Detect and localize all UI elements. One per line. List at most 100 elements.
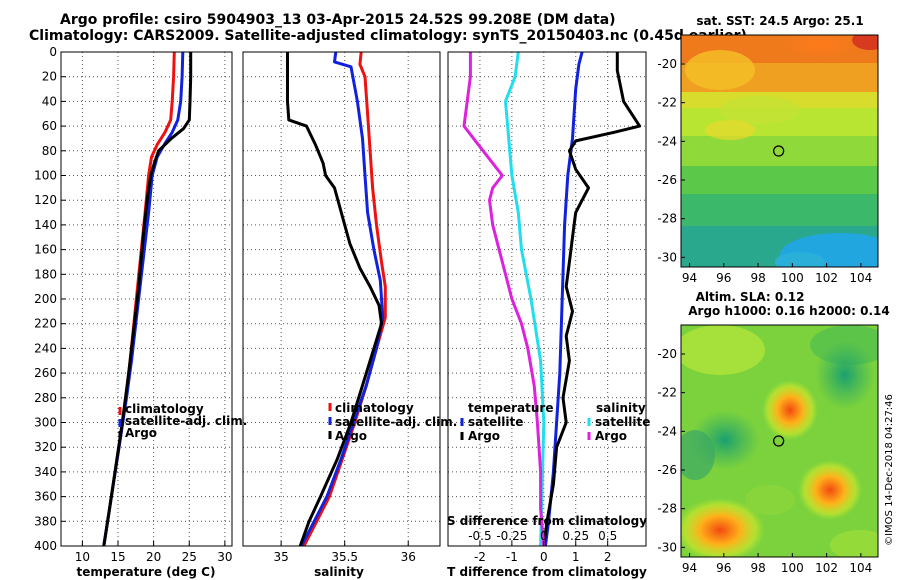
map-y-tick-label: -20: [657, 347, 677, 361]
map-x-tick-label: 94: [682, 271, 697, 285]
map-x-tick-label: 100: [781, 561, 804, 575]
map-y-tick-label: -28: [657, 212, 677, 226]
x-tick-label: 36: [401, 550, 416, 564]
salinity-xlabel: salinity: [314, 565, 364, 579]
legend-s-satellite-label: satellite: [595, 415, 650, 429]
map-x-tick-label: 100: [781, 271, 804, 285]
y-tick-label: 140: [34, 218, 57, 232]
s-tick-label: 0: [540, 529, 548, 543]
salinity-axes-frame: [242, 51, 441, 547]
y-tick-label: 380: [34, 514, 57, 528]
map-y-tick-label: -30: [657, 540, 677, 554]
series-line-salinity-argo: [462, 52, 546, 547]
x-tick-label: -2: [474, 550, 486, 564]
series-line-temperature-argo: [542, 52, 642, 547]
legend-climatology-label: climatology: [125, 402, 204, 416]
map-y-tick-label: -28: [657, 502, 677, 516]
y-tick-label: 180: [34, 267, 57, 281]
y-tick-label: 240: [34, 341, 57, 355]
y-tick-label: 340: [34, 465, 57, 479]
x-tick-label: 30: [217, 550, 232, 564]
s-tick-label: 0.5: [598, 529, 617, 543]
y-tick-label: 280: [34, 391, 57, 405]
sst-map-title: sat. SST: 24.5 Argo: 25.1: [696, 14, 863, 28]
y-tick-label: 320: [34, 440, 57, 454]
legend-satellite-label: satellite-adj. clim.: [125, 414, 247, 428]
sla-heatmap: [681, 325, 878, 557]
series-line-argo: [286, 52, 383, 547]
s-difference-axis-label: S difference from climatology: [447, 514, 647, 528]
x-tick-label: 2: [604, 550, 612, 564]
y-tick-label: 360: [34, 490, 57, 504]
map-x-tick-label: 98: [750, 271, 765, 285]
map-x-tick-label: 104: [849, 561, 872, 575]
y-tick-label: 260: [34, 366, 57, 380]
x-tick-label: 1: [572, 550, 580, 564]
sst-heatmap: [681, 35, 878, 267]
y-tick-label: 120: [34, 193, 57, 207]
y-tick-label: 160: [34, 243, 57, 257]
legend-argo-label: Argo: [125, 426, 157, 440]
x-tick-label: 35: [273, 550, 288, 564]
legend-argo-label: Argo: [335, 429, 367, 443]
legend-s-argo-label: Argo: [595, 429, 627, 443]
series-line-climatology: [302, 51, 387, 547]
x-tick-label: 20: [146, 550, 161, 564]
legend-salinity-header: salinity: [596, 401, 646, 415]
sst-argo-location-marker: [772, 145, 785, 157]
y-tick-label: 100: [34, 169, 57, 183]
y-tick-label: 20: [42, 70, 57, 84]
sla-map-frame: [680, 324, 879, 558]
temperature-legend: climatology satellite-adj. clim. Argo: [118, 402, 247, 440]
temperature-panel: 0 20 40 60 80 100 120 140 160 180 200 220 240 260 280 3…: [34, 45, 247, 579]
y-tick-label: 400: [34, 539, 57, 553]
sst-map-frame: [680, 34, 879, 268]
map-y-tick-label: -24: [657, 134, 677, 148]
y-tick-label: 300: [34, 416, 57, 430]
map-x-tick-label: 102: [815, 271, 838, 285]
x-tick-label: 0: [540, 550, 548, 564]
difference-legend-temperature: temperature satellite Argo: [460, 401, 553, 443]
figure-title-line2: Climatology: CARS2009. Satellite-adjuste…: [29, 28, 747, 44]
y-tick-label: 60: [42, 119, 57, 133]
map-x-tick-label: 96: [716, 271, 731, 285]
y-tick-label: 220: [34, 317, 57, 331]
map-y-tick-label: -26: [657, 173, 677, 187]
s-tick-label: -0.5: [468, 529, 491, 543]
legend-temperature-header: temperature: [468, 401, 553, 415]
x-tick-label: 35.5: [331, 550, 358, 564]
map-x-tick-label: 104: [849, 271, 872, 285]
y-tick-label: 200: [34, 292, 57, 306]
map-y-tick-label: -30: [657, 250, 677, 264]
map-x-tick-label: 98: [750, 561, 765, 575]
y-tick-label: 0: [49, 45, 57, 59]
difference-legend-salinity: salinity satellite Argo: [587, 401, 650, 443]
sst-map-panel: sat. SST: 24.5 Argo: 25.1: [657, 14, 879, 285]
x-tick-label: 15: [110, 550, 125, 564]
map-y-tick-label: -26: [657, 463, 677, 477]
map-x-tick-label: 102: [815, 561, 838, 575]
temperature-axes-frame: [60, 51, 233, 547]
series-line-argo: [102, 52, 193, 547]
legend-satellite-label: satellite-adj. clim.: [335, 415, 457, 429]
s-tick-label: 0.25: [562, 529, 589, 543]
map-x-tick-label: 96: [716, 561, 731, 575]
difference-axes-frame: [447, 51, 647, 547]
sla-map-panel: Altim. SLA: 0.12 Argo h1000: 0.16 h2000:…: [657, 290, 889, 575]
temperature-xlabel: temperature (deg C): [77, 565, 216, 579]
s-tick-label: -0.25: [496, 529, 527, 543]
x-tick-label: 10: [75, 550, 90, 564]
t-difference-xlabel: T difference from climatology: [447, 565, 647, 579]
map-y-tick-label: -22: [657, 96, 677, 110]
sla-map-title: Altim. SLA: 0.12: [696, 290, 805, 304]
salinity-legend: climatology satellite-adj. clim. Argo: [328, 401, 457, 443]
legend-climatology-label: climatology: [335, 401, 414, 415]
series-line-satellite-adj-clim-: [300, 51, 385, 547]
salinity-panel: 35 35.5 36 salinity climatology satellite-…: [242, 51, 457, 579]
y-tick-label: 80: [42, 144, 57, 158]
x-tick-label: -1: [506, 550, 518, 564]
difference-panel: -2 -1 0 1 2 -0.5 -0.25 0 0.25 0.5 S difference f…: [447, 51, 650, 579]
series-line-salinity-satellite: [504, 51, 546, 547]
